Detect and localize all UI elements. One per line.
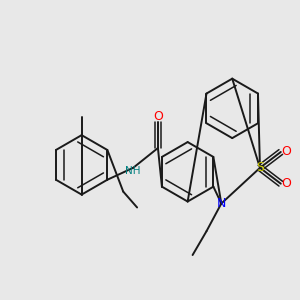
Text: S: S <box>256 161 264 174</box>
Text: O: O <box>153 110 163 123</box>
Text: N: N <box>217 197 226 210</box>
Text: O: O <box>281 177 291 190</box>
Text: NH: NH <box>125 166 141 176</box>
Text: O: O <box>281 146 291 158</box>
